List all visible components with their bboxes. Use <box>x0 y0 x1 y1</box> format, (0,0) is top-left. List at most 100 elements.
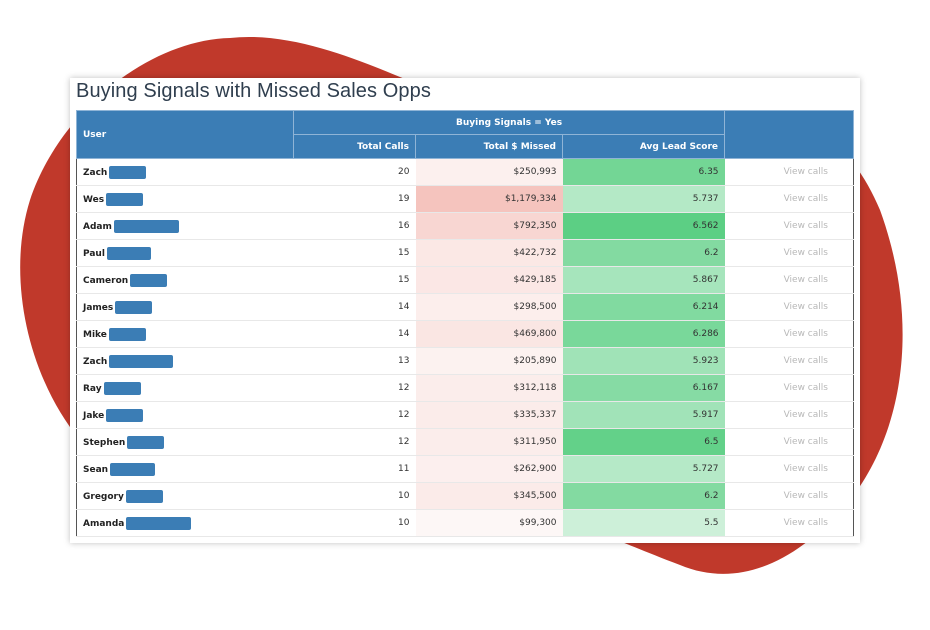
redacted-surname <box>130 273 168 287</box>
view-calls-link[interactable]: View calls <box>724 293 854 321</box>
report-card: Buying Signals with Missed Sales Opps Us… <box>70 78 860 543</box>
group-header-buying-signals: Buying Signals = Yes <box>292 110 726 135</box>
user-name: Sean <box>83 464 109 475</box>
user-name: Zach <box>83 356 108 367</box>
avg-lead-score-cell: 5.5 <box>562 509 725 537</box>
total-calls-cell: 10 <box>293 509 416 537</box>
total-missed-cell: $205,890 <box>415 347 563 375</box>
total-calls-cell: 15 <box>293 266 416 294</box>
view-calls-link[interactable]: View calls <box>724 374 854 402</box>
user-cell: Mike <box>76 320 294 348</box>
user-name: Wes <box>83 194 105 205</box>
avg-lead-score-cell: 5.867 <box>562 266 725 294</box>
user-name: Jake <box>83 410 105 421</box>
total-missed-cell: $298,500 <box>415 293 563 321</box>
redacted-surname <box>125 489 163 503</box>
avg-lead-score-cell: 5.923 <box>562 347 725 375</box>
total-calls-cell: 16 <box>293 212 416 240</box>
table-row: Paul 15 $422,732 6.2 View calls <box>76 239 854 267</box>
redacted-surname <box>109 165 147 179</box>
total-missed-cell: $311,950 <box>415 428 563 456</box>
view-calls-link[interactable]: View calls <box>724 509 854 537</box>
redacted-surname <box>127 435 165 449</box>
total-calls-cell: 14 <box>293 320 416 348</box>
user-cell: James <box>76 293 294 321</box>
table-row: Gregory 10 $345,500 6.2 View calls <box>76 482 854 510</box>
report-title: Buying Signals with Missed Sales Opps <box>76 80 431 102</box>
view-calls-link[interactable]: View calls <box>724 428 854 456</box>
column-header-avg-lead-score[interactable]: Avg Lead Score <box>561 134 726 159</box>
avg-lead-score-cell: 5.917 <box>562 401 725 429</box>
user-name: Ray <box>83 383 102 394</box>
redacted-surname <box>126 516 192 530</box>
view-calls-link[interactable]: View calls <box>724 185 854 213</box>
table-row: Zach 20 $250,993 6.35 View calls <box>76 158 854 186</box>
user-name: Adam <box>83 221 112 232</box>
user-name: Zach <box>83 167 108 178</box>
view-calls-link[interactable]: View calls <box>724 266 854 294</box>
view-calls-link[interactable]: View calls <box>724 320 854 348</box>
total-missed-cell: $262,900 <box>415 455 563 483</box>
user-cell: Amanda <box>76 509 294 537</box>
view-calls-link[interactable]: View calls <box>724 347 854 375</box>
user-cell: Cameron <box>76 266 294 294</box>
redacted-surname <box>106 192 144 206</box>
view-calls-link[interactable]: View calls <box>724 212 854 240</box>
table-row: Cameron 15 $429,185 5.867 View calls <box>76 266 854 294</box>
user-cell: Jake <box>76 401 294 429</box>
avg-lead-score-cell: 6.167 <box>562 374 725 402</box>
redacted-surname <box>106 246 151 260</box>
avg-lead-score-cell: 6.5 <box>562 428 725 456</box>
total-missed-cell: $345,500 <box>415 482 563 510</box>
signals-table: User Buying Signals = Yes Total Calls To… <box>76 110 854 537</box>
view-calls-link[interactable]: View calls <box>724 482 854 510</box>
user-name: Cameron <box>83 275 129 286</box>
total-missed-cell: $1,179,334 <box>415 185 563 213</box>
table-row: Jake 12 $335,337 5.917 View calls <box>76 401 854 429</box>
user-name: Stephen <box>83 437 126 448</box>
user-cell: Zach <box>76 158 294 186</box>
user-name: Amanda <box>83 518 125 529</box>
user-cell: Adam <box>76 212 294 240</box>
avg-lead-score-cell: 5.737 <box>562 185 725 213</box>
table-row: Ray 12 $312,118 6.167 View calls <box>76 374 854 402</box>
table-row: James 14 $298,500 6.214 View calls <box>76 293 854 321</box>
avg-lead-score-cell: 6.35 <box>562 158 725 186</box>
user-cell: Sean <box>76 455 294 483</box>
total-missed-cell: $99,300 <box>415 509 563 537</box>
table-row: Sean 11 $262,900 5.727 View calls <box>76 455 854 483</box>
total-missed-cell: $250,993 <box>415 158 563 186</box>
user-name: James <box>83 302 114 313</box>
avg-lead-score-cell: 6.286 <box>562 320 725 348</box>
table-row: Zach 13 $205,890 5.923 View calls <box>76 347 854 375</box>
column-header-total-calls[interactable]: Total Calls <box>293 134 416 159</box>
user-cell: Paul <box>76 239 294 267</box>
avg-lead-score-cell: 5.727 <box>562 455 725 483</box>
total-missed-cell: $469,800 <box>415 320 563 348</box>
redacted-surname <box>113 219 179 233</box>
total-calls-cell: 20 <box>293 158 416 186</box>
user-cell: Zach <box>76 347 294 375</box>
table-row: Adam 16 $792,350 6.562 View calls <box>76 212 854 240</box>
redacted-surname <box>115 300 153 314</box>
column-header-total-missed[interactable]: Total $ Missed <box>415 134 563 159</box>
redacted-surname <box>109 354 174 368</box>
view-calls-link[interactable]: View calls <box>724 455 854 483</box>
total-calls-cell: 10 <box>293 482 416 510</box>
table-row: Stephen 12 $311,950 6.5 View calls <box>76 428 854 456</box>
avg-lead-score-cell: 6.2 <box>562 482 725 510</box>
total-missed-cell: $429,185 <box>415 266 563 294</box>
view-calls-link[interactable]: View calls <box>724 239 854 267</box>
table-row: Mike 14 $469,800 6.286 View calls <box>76 320 854 348</box>
column-header-user[interactable]: User <box>76 110 294 159</box>
user-cell: Gregory <box>76 482 294 510</box>
total-calls-cell: 12 <box>293 428 416 456</box>
total-missed-cell: $422,732 <box>415 239 563 267</box>
total-missed-cell: $312,118 <box>415 374 563 402</box>
view-calls-link[interactable]: View calls <box>724 158 854 186</box>
total-calls-cell: 19 <box>293 185 416 213</box>
total-missed-cell: $792,350 <box>415 212 563 240</box>
total-calls-cell: 11 <box>293 455 416 483</box>
view-calls-link[interactable]: View calls <box>724 401 854 429</box>
user-cell: Ray <box>76 374 294 402</box>
